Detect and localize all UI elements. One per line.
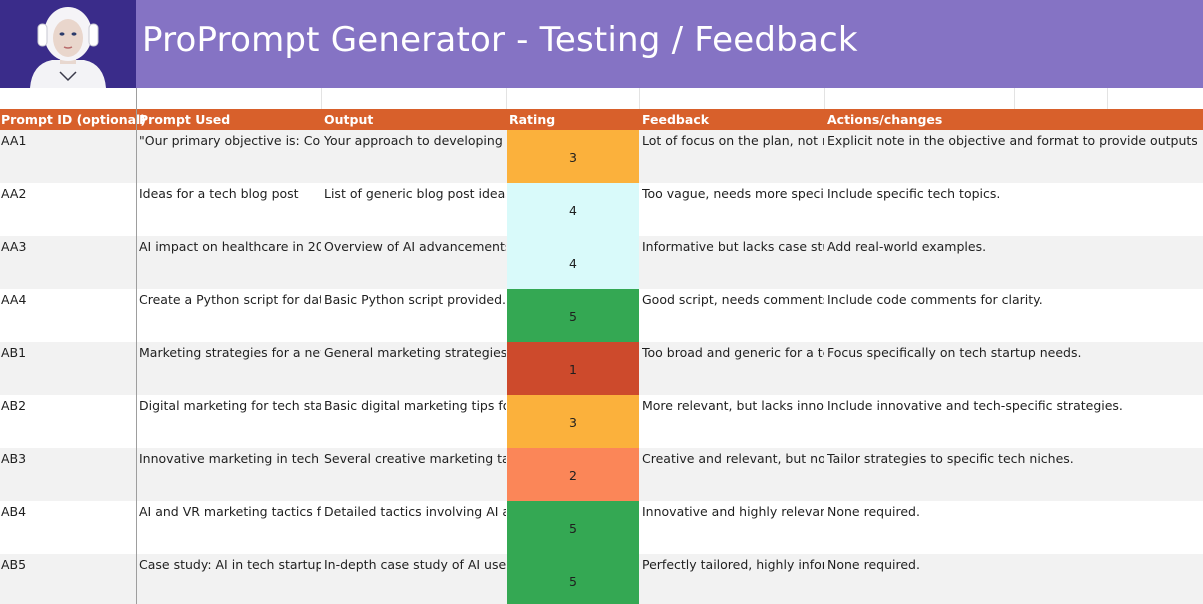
table-row[interactable]: AA2 Ideas for a tech blog post List of g…: [0, 183, 1203, 236]
cell-output[interactable]: General marketing strategies li: [324, 345, 506, 360]
column-header-prompt-id[interactable]: Prompt ID (optional): [1, 112, 147, 127]
cell-rating[interactable]: 3: [507, 395, 639, 448]
table-header: Prompt ID (optional) Prompt Used Output …: [0, 109, 1203, 130]
cell-prompt-id[interactable]: AA4: [1, 292, 27, 307]
cell-actions[interactable]: Include innovative and tech-specific str…: [827, 398, 1123, 413]
cell-prompt-used[interactable]: Marketing strategies for a new: [139, 345, 321, 360]
cell-prompt-used[interactable]: Case study: AI in tech startup m: [139, 557, 321, 572]
cell-prompt-id[interactable]: AB3: [1, 451, 27, 466]
cell-output[interactable]: Several creative marketing tact: [324, 451, 506, 466]
title-bar: ProPrompt Generator - Testing / Feedback: [136, 0, 1203, 88]
cell-prompt-id[interactable]: AA2: [1, 186, 27, 201]
divider: [1107, 88, 1108, 109]
rating-value: 1: [569, 362, 577, 377]
table-row[interactable]: AB2 Digital marketing for tech start Bas…: [0, 395, 1203, 448]
column-header-output[interactable]: Output: [324, 112, 374, 127]
cell-actions[interactable]: None required.: [827, 504, 920, 519]
table-row[interactable]: AA3 AI impact on healthcare in 2024 Over…: [0, 236, 1203, 289]
cell-feedback[interactable]: More relevant, but lacks innova: [642, 398, 824, 413]
table-row[interactable]: AB1 Marketing strategies for a new Gener…: [0, 342, 1203, 395]
cell-feedback[interactable]: Good script, needs comments.: [642, 292, 824, 307]
column-header-actions[interactable]: Actions/changes: [827, 112, 943, 127]
cell-output[interactable]: In-depth case study of AI use in: [324, 557, 506, 572]
rating-value: 4: [569, 203, 577, 218]
cell-feedback[interactable]: Informative but lacks case studi: [642, 239, 824, 254]
robot-avatar-image: [0, 0, 136, 88]
column-header-feedback[interactable]: Feedback: [642, 112, 710, 127]
cell-feedback[interactable]: Lot of focus on the plan, not muc: [642, 133, 824, 148]
cell-feedback[interactable]: Innovative and highly relevant t: [642, 504, 824, 519]
cell-actions[interactable]: Explicit note in the objective and forma…: [827, 133, 1197, 148]
table-row[interactable]: AB4 AI and VR marketing tactics for Deta…: [0, 501, 1203, 554]
cell-output[interactable]: List of generic blog post ideas.: [324, 186, 506, 201]
rating-value: 5: [569, 574, 577, 589]
table-row[interactable]: AB5 Case study: AI in tech startup m In-…: [0, 554, 1203, 604]
cell-prompt-used[interactable]: AI impact on healthcare in 2024: [139, 239, 321, 254]
cell-prompt-id[interactable]: AA1: [1, 133, 27, 148]
cell-actions[interactable]: Include code comments for clarity.: [827, 292, 1043, 307]
cell-rating[interactable]: 5: [507, 501, 639, 554]
cell-output[interactable]: Basic digital marketing tips for: [324, 398, 506, 413]
cell-feedback[interactable]: Too vague, needs more specific: [642, 186, 824, 201]
cell-feedback[interactable]: Creative and relevant, but not t: [642, 451, 824, 466]
cell-rating[interactable]: 3: [507, 130, 639, 183]
cell-output[interactable]: Detailed tactics involving AI an: [324, 504, 506, 519]
divider: [1014, 88, 1015, 109]
cell-prompt-used[interactable]: Ideas for a tech blog post: [139, 186, 299, 201]
cell-rating[interactable]: 5: [507, 289, 639, 342]
cell-prompt-id[interactable]: AB2: [1, 398, 27, 413]
frozen-column-divider: [136, 88, 137, 604]
column-header-rating[interactable]: Rating: [509, 112, 556, 127]
cell-prompt-used[interactable]: "Our primary objective is: Comp: [139, 133, 321, 148]
spacer-row: [0, 88, 1203, 109]
cell-rating[interactable]: 4: [507, 236, 639, 289]
divider: [321, 88, 322, 109]
cell-prompt-used[interactable]: Innovative marketing in tech inc: [139, 451, 321, 466]
page-title: ProPrompt Generator - Testing / Feedback: [142, 20, 858, 60]
cell-actions[interactable]: Add real-world examples.: [827, 239, 987, 254]
divider: [639, 88, 640, 109]
table-row[interactable]: AB3 Innovative marketing in tech inc Sev…: [0, 448, 1203, 501]
table-row[interactable]: AA4 Create a Python script for data Basi…: [0, 289, 1203, 342]
rating-value: 4: [569, 256, 577, 271]
cell-actions[interactable]: None required.: [827, 557, 920, 572]
cell-feedback[interactable]: Perfectly tailored, highly inform: [642, 557, 824, 572]
cell-prompt-used[interactable]: AI and VR marketing tactics for: [139, 504, 321, 519]
cell-feedback[interactable]: Too broad and generic for a tec: [642, 345, 824, 360]
cell-prompt-used[interactable]: Create a Python script for data: [139, 292, 321, 307]
cell-prompt-id[interactable]: AA3: [1, 239, 27, 254]
cell-output[interactable]: Basic Python script provided.: [324, 292, 506, 307]
column-header-prompt-used[interactable]: Prompt Used: [139, 112, 231, 127]
cell-prompt-id[interactable]: AB5: [1, 557, 27, 572]
cell-output[interactable]: Overview of AI advancements in: [324, 239, 506, 254]
cell-prompt-used[interactable]: Digital marketing for tech start: [139, 398, 321, 413]
cell-actions[interactable]: Tailor strategies to specific tech niche…: [827, 451, 1074, 466]
cell-actions[interactable]: Include specific tech topics.: [827, 186, 1001, 201]
rating-value: 2: [569, 468, 577, 483]
rating-value: 3: [569, 150, 577, 165]
divider: [506, 88, 507, 109]
cell-actions[interactable]: Focus specifically on tech startup needs…: [827, 345, 1082, 360]
rating-value: 3: [569, 415, 577, 430]
cell-rating[interactable]: 4: [507, 183, 639, 236]
rating-value: 5: [569, 309, 577, 324]
cell-prompt-id[interactable]: AB4: [1, 504, 27, 519]
cell-prompt-id[interactable]: AB1: [1, 345, 27, 360]
cell-output[interactable]: Your approach to developing a c: [324, 133, 506, 148]
divider: [824, 88, 825, 109]
cell-rating[interactable]: 1: [507, 342, 639, 395]
cell-rating[interactable]: 2: [507, 448, 639, 501]
rating-value: 5: [569, 521, 577, 536]
table-row[interactable]: AA1 "Our primary objective is: Comp Your…: [0, 130, 1203, 183]
cell-rating[interactable]: 5: [507, 554, 639, 604]
avatar: [0, 0, 136, 88]
